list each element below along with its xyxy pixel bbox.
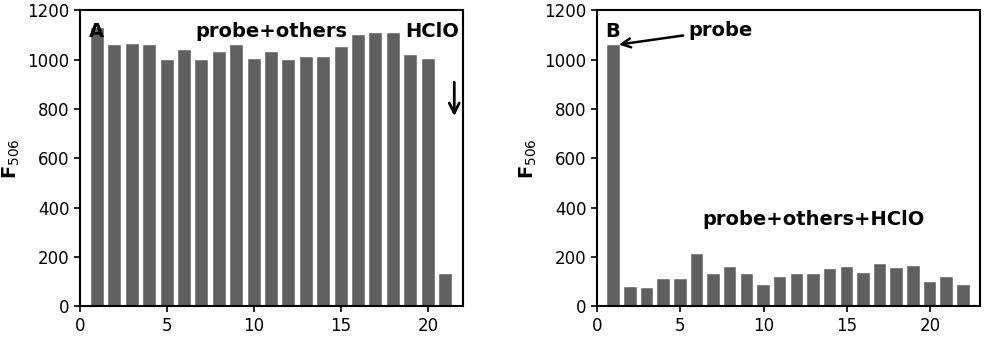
Bar [691,254,703,306]
Bar [91,28,104,306]
Bar [265,52,278,306]
Bar [791,274,803,306]
Bar [248,58,261,306]
Bar [422,58,435,306]
Bar [439,274,452,306]
Text: HClO: HClO [406,22,459,40]
Bar [143,45,156,306]
Bar [674,279,687,306]
Bar [607,45,620,306]
Y-axis label: F$_{506}$: F$_{506}$ [517,138,539,179]
Bar [741,274,753,306]
Bar [841,267,853,306]
Bar [352,35,365,306]
Bar [724,267,736,306]
Bar [369,33,382,306]
Bar [824,269,836,306]
Text: A: A [89,22,104,40]
Bar [161,60,174,306]
Text: probe: probe [622,21,753,47]
Bar [707,274,720,306]
Bar [300,57,313,306]
Bar [924,282,936,306]
Bar [108,45,121,306]
Bar [624,286,637,306]
Bar [907,266,920,306]
Text: probe+others: probe+others [195,22,347,40]
Bar [387,33,400,306]
Bar [857,273,870,306]
Text: B: B [605,22,620,40]
Bar [404,55,417,306]
Y-axis label: F$_{506}$: F$_{506}$ [0,138,22,179]
Bar [178,50,191,306]
Bar [890,268,903,306]
Bar [657,279,670,306]
Bar [807,274,820,306]
Bar [126,44,139,306]
Bar [213,52,226,306]
Bar [317,57,330,306]
Text: probe+others+HClO: probe+others+HClO [702,211,925,229]
Bar [230,45,243,306]
Bar [195,60,208,306]
Bar [641,288,653,306]
Bar [335,47,348,306]
Bar [757,285,770,306]
Bar [957,285,970,306]
Bar [940,277,953,306]
Bar [774,277,786,306]
Bar [282,60,295,306]
Bar [874,264,886,306]
